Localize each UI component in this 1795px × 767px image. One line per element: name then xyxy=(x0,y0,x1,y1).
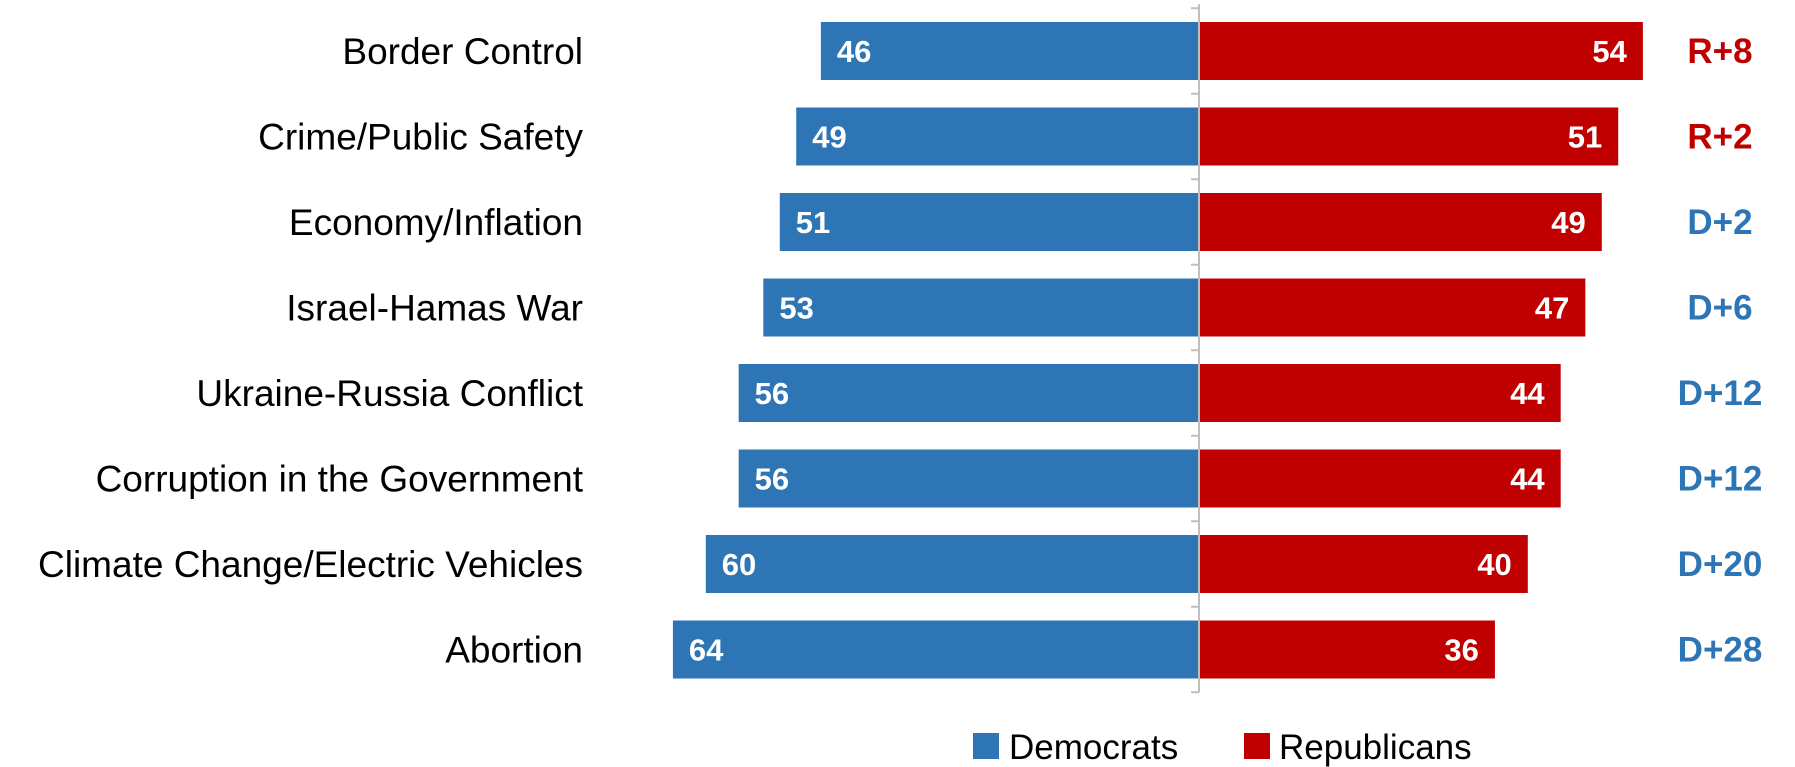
data-label-republicans: 51 xyxy=(1568,120,1602,155)
data-label-democrats: 51 xyxy=(796,205,830,240)
data-label-democrats: 53 xyxy=(779,291,813,326)
category-label: Ukraine-Russia Conflict xyxy=(196,373,583,414)
legend-swatch-republicans xyxy=(1244,733,1270,759)
data-label-democrats: 64 xyxy=(689,633,724,668)
bar-republicans xyxy=(1199,449,1561,508)
category-label: Israel-Hamas War xyxy=(286,288,583,329)
data-label-democrats: 56 xyxy=(755,462,789,497)
category-label: Crime/Public Safety xyxy=(258,117,583,158)
legend: Democrats Republicans xyxy=(973,728,1472,767)
legend-label-democrats: Democrats xyxy=(1009,728,1178,767)
data-label-democrats: 49 xyxy=(812,120,846,155)
bar-democrats xyxy=(705,535,1199,593)
data-label-democrats: 60 xyxy=(722,547,756,582)
bar-republicans xyxy=(1199,278,1586,337)
bar-democrats xyxy=(672,620,1199,679)
bar-republicans xyxy=(1199,620,1495,679)
margin-label: D+12 xyxy=(1678,374,1763,413)
data-label-republicans: 40 xyxy=(1477,547,1511,582)
legend-swatch-democrats xyxy=(973,733,999,759)
bars-layer xyxy=(672,22,1643,679)
category-label: Climate Change/Electric Vehicles xyxy=(38,544,583,585)
data-label-democrats: 56 xyxy=(755,376,789,411)
bar-democrats xyxy=(796,107,1199,166)
margin-label: D+6 xyxy=(1687,289,1752,328)
bar-democrats xyxy=(820,22,1199,80)
bar-democrats xyxy=(738,364,1199,422)
margin-label: D+28 xyxy=(1678,631,1763,670)
category-label: Economy/Inflation xyxy=(289,202,583,243)
category-label: Corruption in the Government xyxy=(96,459,584,500)
margin-label: R+2 xyxy=(1687,118,1752,157)
data-label-republicans: 44 xyxy=(1510,376,1545,411)
data-label-republicans: 44 xyxy=(1510,462,1545,497)
margin-label: D+2 xyxy=(1687,203,1752,242)
center-axis xyxy=(1191,4,1200,694)
bar-republicans xyxy=(1199,535,1528,593)
bar-republicans xyxy=(1199,364,1561,422)
margin-label: D+12 xyxy=(1678,460,1763,499)
bar-republicans xyxy=(1199,107,1619,166)
labels-layer: Border Control 46 54 R+8 Crime/Public Safety… xyxy=(38,31,1762,671)
data-label-democrats: 46 xyxy=(837,34,871,69)
margin-label: R+8 xyxy=(1687,32,1752,71)
category-label: Border Control xyxy=(342,31,583,72)
data-label-republicans: 54 xyxy=(1592,34,1627,69)
bar-democrats xyxy=(738,449,1199,508)
legend-label-republicans: Republicans xyxy=(1279,728,1472,767)
bar-democrats xyxy=(763,278,1199,337)
data-label-republicans: 49 xyxy=(1551,205,1585,240)
data-label-republicans: 47 xyxy=(1535,291,1569,326)
margin-label: D+20 xyxy=(1678,545,1763,584)
bar-democrats xyxy=(779,193,1199,251)
data-label-republicans: 36 xyxy=(1444,633,1478,668)
bar-republicans xyxy=(1199,193,1602,251)
bar-republicans xyxy=(1199,22,1643,80)
category-label: Abortion xyxy=(445,630,583,671)
